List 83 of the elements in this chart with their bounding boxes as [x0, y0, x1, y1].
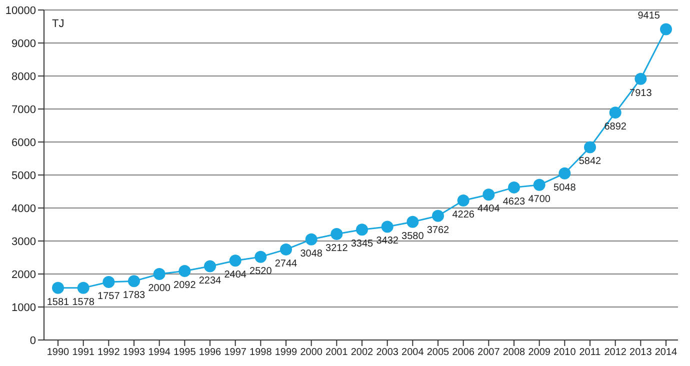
data-label: 4700: [528, 194, 551, 205]
point: [204, 260, 216, 272]
point: [482, 188, 495, 201]
y-tick-label: 3000: [12, 236, 36, 248]
data-label: 9415: [638, 10, 660, 22]
y-axis-title: TJ: [52, 18, 64, 30]
data-label: 3762: [426, 224, 450, 236]
y-tick-label: 6000: [12, 136, 36, 149]
x-tick-label: 1996: [198, 347, 222, 358]
x-tick-label: 2009: [528, 347, 551, 358]
x-tick-label: 2002: [350, 347, 374, 358]
x-tick-label: 1994: [148, 347, 171, 358]
x-tick-label: 1998: [250, 347, 272, 358]
data-label: 2000: [148, 283, 171, 294]
data-label: 7913: [630, 88, 652, 99]
data-label: 1578: [72, 296, 95, 308]
data-label: 2092: [174, 280, 196, 291]
y-tick-label: 0: [30, 334, 36, 347]
x-tick-label: 2014: [654, 347, 678, 358]
point: [128, 275, 140, 288]
x-tick-label: 2012: [604, 347, 627, 358]
point: [406, 216, 419, 228]
point: [229, 254, 242, 267]
point: [381, 220, 394, 233]
point: [153, 268, 166, 280]
x-tick-label: 1992: [98, 347, 120, 358]
data-label: 3345: [350, 238, 374, 250]
x-tick-label: 1997: [224, 347, 247, 358]
point: [356, 224, 368, 236]
point: [52, 282, 64, 294]
y-tick-label: 1000: [12, 302, 36, 314]
point: [584, 141, 596, 154]
y-tick-label: 2000: [12, 268, 36, 281]
x-tick-label: 2007: [478, 347, 500, 358]
y-tick-label: 9000: [12, 38, 36, 50]
x-tick-label: 1999: [274, 347, 298, 358]
x-tick-label: 2004: [402, 347, 424, 358]
x-tick-label: 2003: [376, 347, 399, 358]
point: [432, 210, 444, 222]
point: [254, 250, 267, 263]
data-label: 4623: [502, 196, 526, 208]
point: [558, 167, 571, 180]
x-tick-label: 2011: [579, 347, 602, 358]
data-label: 1757: [98, 291, 120, 302]
point: [457, 194, 470, 207]
x-tick-label: 1991: [72, 347, 95, 358]
y-tick-label: 7000: [12, 104, 36, 116]
point: [609, 106, 622, 119]
data-label: 1783: [122, 290, 146, 302]
point: [508, 181, 520, 194]
point: [102, 276, 115, 288]
point: [305, 233, 318, 246]
x-tick-label: 2006: [452, 347, 475, 358]
x-tick-label: 2008: [502, 347, 526, 358]
point: [660, 23, 672, 36]
x-tick-label: 1990: [46, 347, 70, 358]
x-tick-label: 2010: [554, 347, 576, 358]
x-tick-label: 2005: [426, 347, 450, 358]
data-label: 6892: [604, 122, 627, 133]
point: [330, 228, 343, 240]
x-tick-label: 2001: [326, 347, 348, 358]
x-tick-label: 2013: [630, 347, 652, 358]
data-label: 2744: [274, 258, 298, 270]
data-label: 1581: [46, 296, 70, 308]
y-tick-label: 4000: [12, 202, 36, 215]
x-tick-label: 1993: [122, 347, 146, 358]
data-label: 4226: [452, 210, 475, 221]
point: [178, 264, 191, 277]
y-tick-label: 10000: [5, 4, 36, 17]
point: [634, 72, 647, 85]
data-label: 3212: [326, 243, 348, 254]
y-tick-label: 8000: [12, 70, 36, 83]
point: [77, 282, 90, 294]
point: [533, 178, 546, 191]
x-tick-label: 2000: [300, 347, 323, 358]
data-label: 2234: [198, 275, 222, 286]
data-label: 5048: [554, 182, 576, 194]
data-label: 3580: [402, 230, 424, 242]
y-tick-label: 5000: [12, 170, 36, 182]
point: [280, 243, 292, 256]
data-label: 3048: [300, 248, 323, 260]
x-tick-label: 1995: [174, 347, 196, 358]
data-label: 5842: [578, 156, 602, 168]
